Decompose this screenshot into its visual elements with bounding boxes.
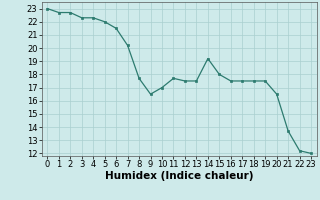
X-axis label: Humidex (Indice chaleur): Humidex (Indice chaleur)	[105, 171, 253, 181]
